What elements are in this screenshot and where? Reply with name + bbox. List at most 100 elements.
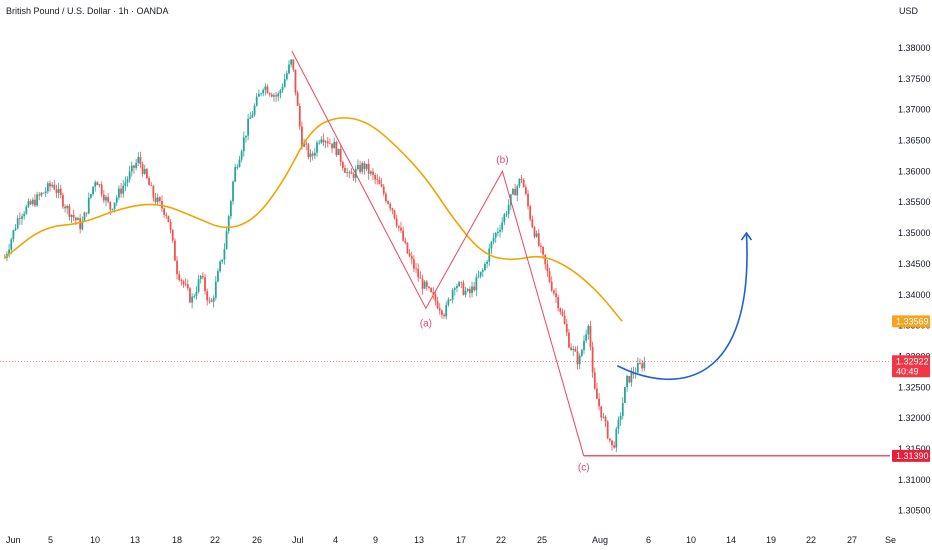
candle-body bbox=[421, 278, 424, 289]
candle-body bbox=[247, 118, 249, 136]
candle-body bbox=[619, 415, 622, 420]
candle-body bbox=[34, 199, 36, 206]
candle-body bbox=[311, 153, 314, 156]
wave-polyline bbox=[291, 50, 585, 456]
candle-body bbox=[318, 142, 321, 144]
y-tick-label: 1.30500 bbox=[898, 506, 931, 516]
candle-body bbox=[288, 64, 290, 74]
candle-body bbox=[316, 142, 318, 153]
candle-body bbox=[490, 241, 493, 249]
candle-body bbox=[412, 259, 415, 269]
candle-body bbox=[111, 208, 114, 210]
candle-body bbox=[496, 231, 499, 233]
candle-body bbox=[62, 194, 64, 207]
candle-body bbox=[518, 178, 521, 187]
candle-body bbox=[208, 300, 211, 302]
candle-body bbox=[66, 206, 69, 209]
candle-body bbox=[305, 143, 308, 145]
countdown-label: 40:49 bbox=[896, 366, 919, 376]
candle-body bbox=[126, 179, 129, 183]
x-tick-label: 22 bbox=[496, 535, 506, 545]
candle-body bbox=[264, 86, 267, 90]
candle-body bbox=[141, 163, 144, 174]
candle-body bbox=[555, 293, 557, 298]
candle-body bbox=[348, 172, 351, 173]
currency-label: USD bbox=[899, 6, 919, 16]
candle-body bbox=[77, 218, 79, 221]
candle-body bbox=[466, 289, 469, 292]
candle-body bbox=[591, 346, 594, 373]
candle-body bbox=[242, 137, 245, 152]
candle-body bbox=[583, 340, 585, 351]
candle-body bbox=[425, 281, 428, 287]
candle-body bbox=[419, 277, 422, 279]
candle-body bbox=[423, 281, 426, 289]
candle-body bbox=[173, 240, 176, 261]
candles bbox=[3, 58, 646, 453]
candle-body bbox=[565, 324, 568, 333]
candle-body bbox=[481, 270, 484, 272]
candle-body bbox=[395, 218, 398, 226]
candle-body bbox=[178, 274, 181, 280]
candle-body bbox=[608, 438, 611, 441]
candle-body bbox=[529, 206, 532, 220]
candle-body bbox=[589, 325, 592, 347]
candle-body bbox=[313, 152, 316, 156]
candle-body bbox=[563, 315, 566, 325]
candle-body bbox=[329, 143, 331, 145]
candle-body bbox=[42, 192, 45, 194]
candle-body bbox=[51, 184, 54, 187]
candle-body bbox=[397, 225, 400, 228]
candle-body bbox=[535, 233, 538, 237]
candle-body bbox=[238, 159, 241, 168]
candle-body bbox=[341, 162, 344, 168]
candle-body bbox=[210, 300, 213, 302]
price-tag-label: 1.31390 bbox=[896, 451, 929, 461]
projection-arrow bbox=[616, 231, 753, 381]
candle-body bbox=[576, 351, 579, 365]
candle-body bbox=[598, 398, 600, 407]
candle-body bbox=[36, 194, 38, 206]
candle-body bbox=[630, 372, 633, 383]
candle-body bbox=[14, 228, 17, 231]
candle-body bbox=[74, 217, 77, 221]
candle-body bbox=[29, 201, 32, 205]
candle-body bbox=[270, 94, 273, 97]
candle-body bbox=[158, 197, 161, 202]
candle-body bbox=[385, 193, 387, 202]
candle-body bbox=[337, 148, 340, 156]
candle-body bbox=[557, 297, 560, 309]
candle-body bbox=[184, 284, 187, 285]
price-tag-bg bbox=[892, 355, 930, 378]
candle-body bbox=[585, 334, 588, 341]
candle-body bbox=[514, 188, 516, 196]
candle-body bbox=[23, 213, 26, 217]
candle-body bbox=[40, 192, 43, 196]
y-tick-label: 1.35000 bbox=[898, 228, 931, 238]
candle-body bbox=[352, 173, 355, 178]
x-tick-label: 25 bbox=[537, 535, 547, 545]
candle-body bbox=[214, 281, 217, 298]
candle-body bbox=[380, 184, 383, 187]
candle-body bbox=[393, 210, 396, 219]
candle-body bbox=[333, 141, 336, 149]
candle-body bbox=[221, 259, 224, 262]
candle-body bbox=[94, 182, 97, 187]
candle-body bbox=[361, 163, 364, 172]
candle-body bbox=[251, 114, 254, 118]
candle-body bbox=[639, 363, 641, 364]
projection-arrowhead bbox=[740, 231, 753, 241]
candle-body bbox=[408, 253, 411, 257]
y-tick-label: 1.37000 bbox=[898, 105, 931, 115]
x-tick-label: 10 bbox=[686, 535, 696, 545]
candle-body bbox=[626, 376, 628, 388]
candle-body bbox=[309, 153, 312, 157]
candle-body bbox=[471, 286, 473, 294]
candle-body bbox=[109, 201, 112, 210]
candle-body bbox=[180, 279, 183, 282]
x-tick-label: 14 bbox=[726, 535, 736, 545]
candle-body bbox=[451, 289, 454, 300]
candle-body bbox=[240, 151, 243, 160]
